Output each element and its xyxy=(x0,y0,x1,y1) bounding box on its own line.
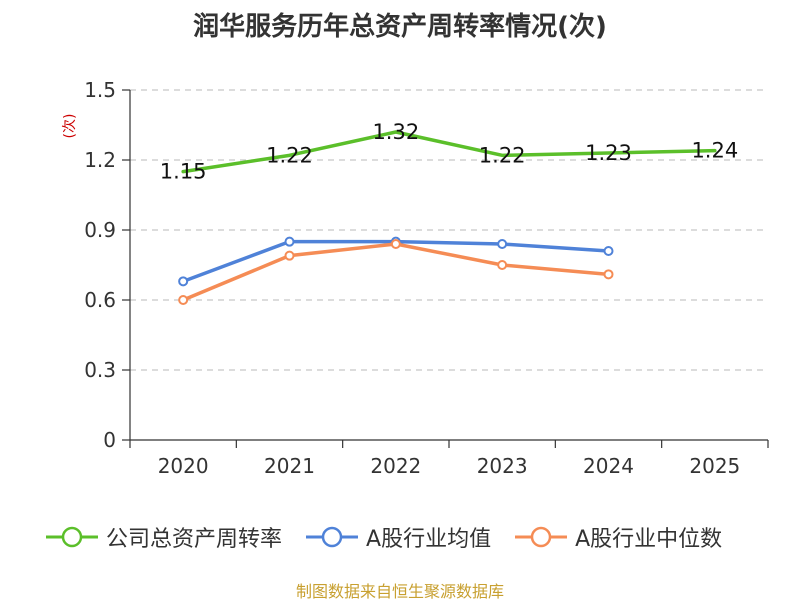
data-label: 1.32 xyxy=(372,120,419,144)
source-note: 制图数据来自恒生聚源数据库 xyxy=(295,582,504,601)
y-tick-label: 1.5 xyxy=(84,78,116,102)
y-tick-label: 0 xyxy=(103,428,116,452)
y-tick-label: 1.2 xyxy=(84,148,116,172)
y-tick-label: 0.6 xyxy=(84,288,116,312)
series-line-0 xyxy=(181,130,717,174)
legend-marker-icon xyxy=(515,526,568,548)
data-labels: 1.15 1.22 1.32 1.22 1.23 1.24 xyxy=(160,120,738,184)
data-point xyxy=(284,250,295,261)
axes: 0 0.3 0.6 0.9 1.2 1.5 2020 2021 2022 2023 2024 2025… xyxy=(62,78,769,478)
legend-marker-icon xyxy=(306,526,359,548)
data-point xyxy=(178,295,189,305)
x-tick-label: 2023 xyxy=(477,454,528,478)
legend-marker-icon xyxy=(46,526,98,548)
data-point xyxy=(497,260,508,270)
x-tick-label: 2025 xyxy=(689,454,740,478)
legend-item[interactable]: A股行业均值 xyxy=(304,521,491,553)
x-tick-label: 2022 xyxy=(370,454,421,478)
legend-label: 公司总资产周转率 xyxy=(106,527,283,552)
data-point xyxy=(497,239,508,249)
series-lines xyxy=(178,130,717,305)
data-label: 1.22 xyxy=(266,143,313,167)
x-tick-label: 2020 xyxy=(158,454,209,478)
y-tick-label: 0.3 xyxy=(84,358,116,382)
y-tick-label: 0.9 xyxy=(84,218,116,242)
data-point xyxy=(603,269,614,280)
chart-title: 润华服务历年总资产周转率情况(次) xyxy=(193,12,607,42)
legend-label: A股行业均值 xyxy=(366,527,492,552)
series-line-2 xyxy=(181,242,611,302)
data-point xyxy=(178,276,189,287)
data-label: 1.22 xyxy=(479,143,526,167)
data-label: 1.15 xyxy=(160,160,207,184)
legend-label: A股行业中位数 xyxy=(575,527,723,552)
data-label: 1.24 xyxy=(691,139,738,163)
legend: 公司总资产周转率 A股行业均值 A股行业中位数 xyxy=(44,521,744,553)
x-tick-label: 2021 xyxy=(264,454,315,478)
data-point xyxy=(390,239,401,249)
legend-item[interactable]: 公司总资产周转率 xyxy=(44,521,282,553)
y-axis-label: (次) xyxy=(62,114,78,139)
data-point xyxy=(284,236,295,247)
x-tick-label: 2024 xyxy=(583,454,634,478)
legend-item[interactable]: A股行业中位数 xyxy=(513,521,722,553)
gridlines xyxy=(130,89,768,371)
data-label: 1.23 xyxy=(585,141,632,165)
data-point xyxy=(603,246,614,256)
